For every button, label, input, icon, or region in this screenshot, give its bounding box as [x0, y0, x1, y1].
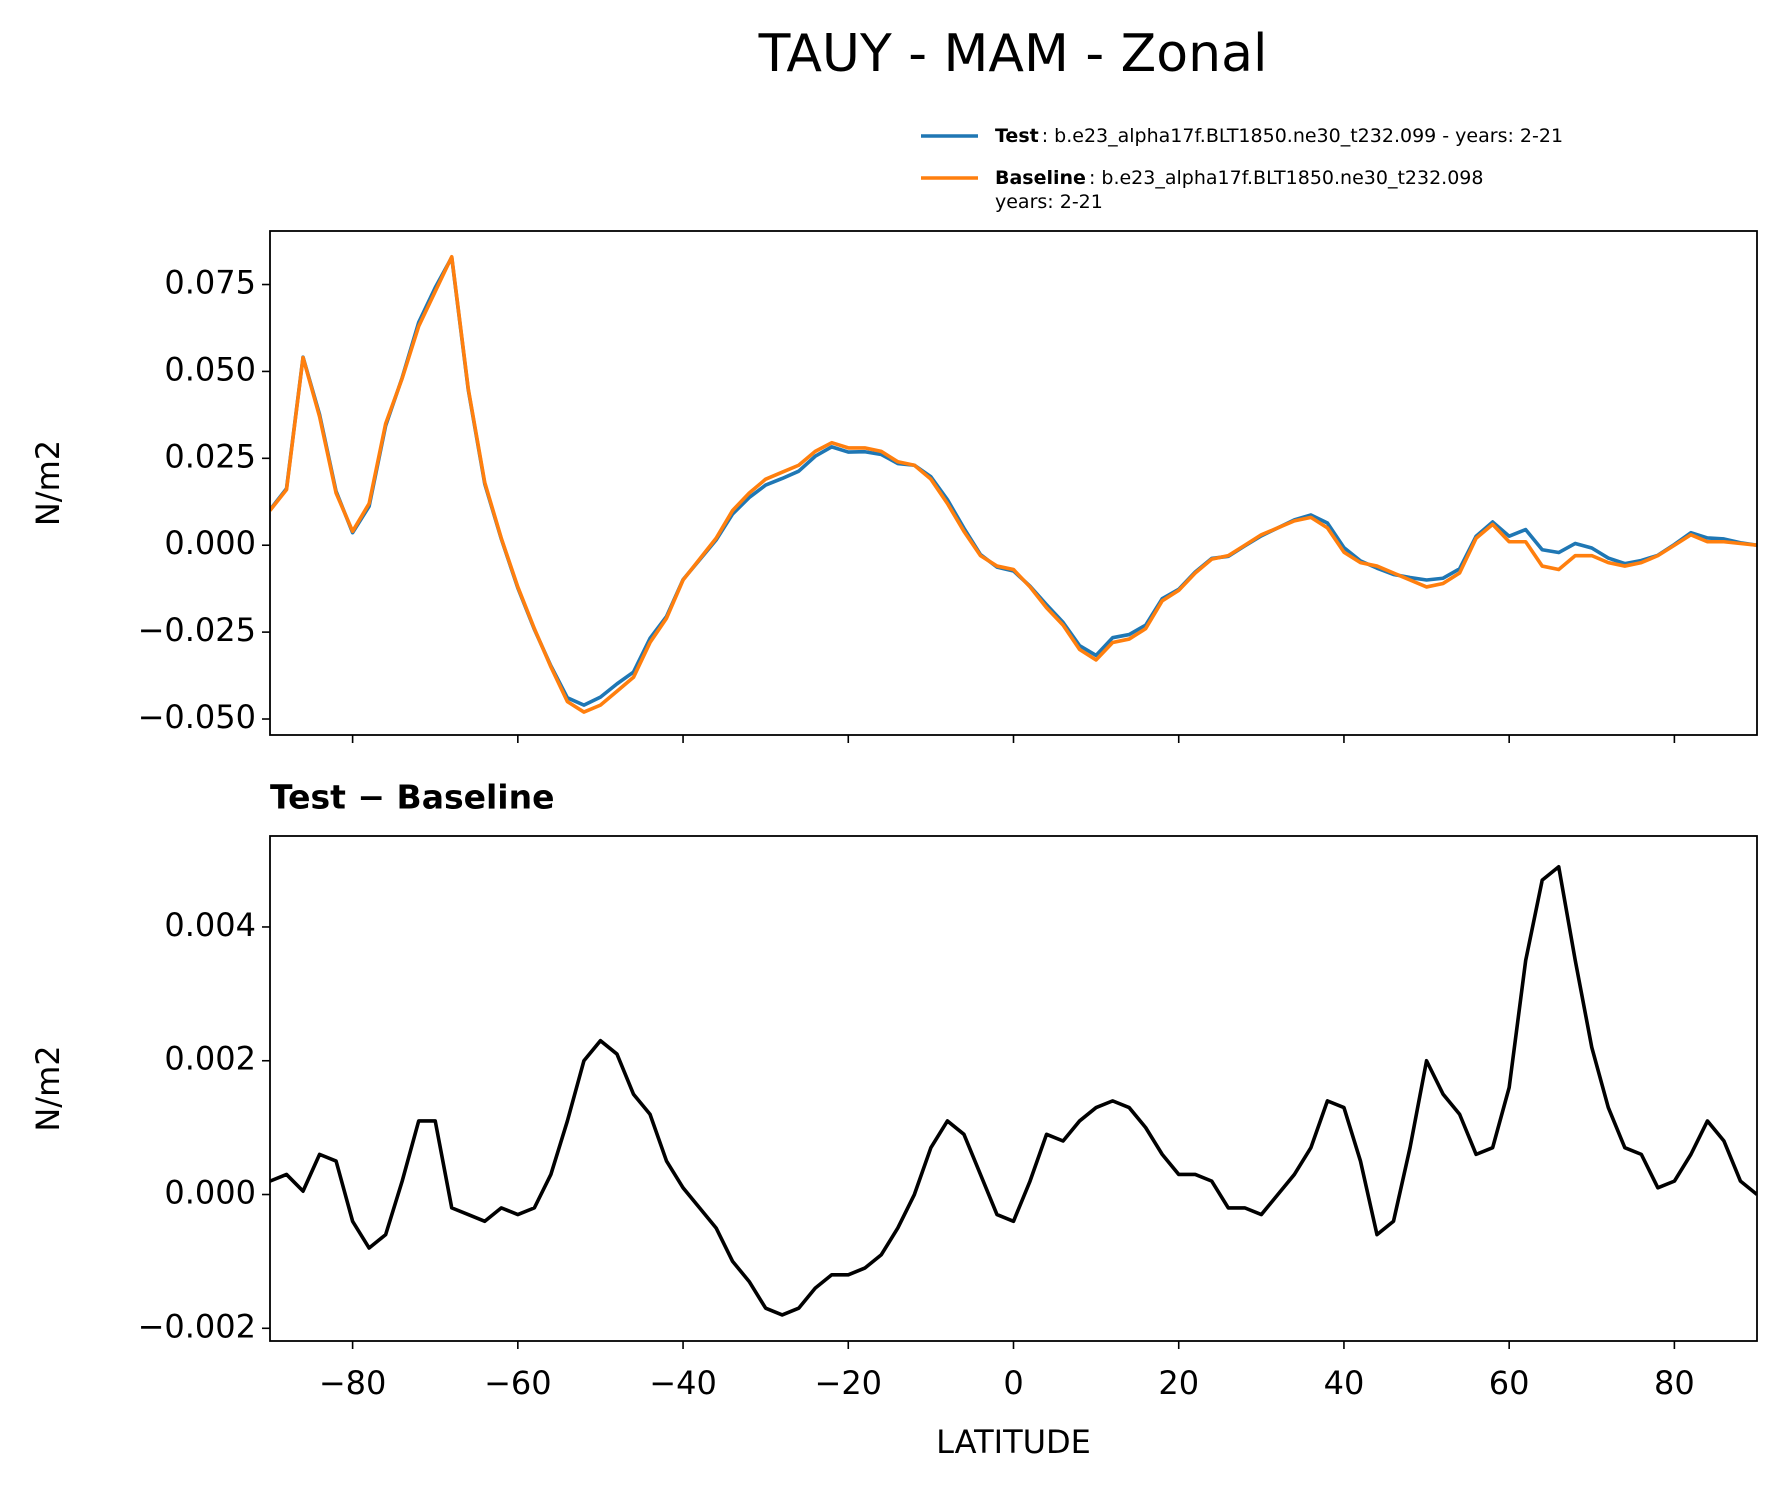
y-tick-label: −0.050: [138, 698, 256, 736]
y-tick-label: 0.050: [164, 350, 256, 388]
axes-frame: [269, 230, 1758, 736]
x-tick-label: 60: [1489, 1364, 1530, 1402]
series-line: [270, 254, 1757, 714]
x-tick-label: −80: [319, 1364, 387, 1402]
legend-label: Baseline: b.e23_alpha17f.BLT1850.ne30_t2…: [995, 167, 1483, 213]
legend-label: Test: b.e23_alpha17f.BLT1850.ne30_t232.0…: [995, 125, 1563, 147]
x-axis-label: LATITUDE: [936, 1423, 1091, 1461]
x-tick-label: 20: [1158, 1364, 1199, 1402]
x-tick-label: −20: [815, 1364, 883, 1402]
legend-description: : b.e23_alpha17f.BLT1850.ne30_t232.099 -…: [1042, 125, 1563, 147]
subplot-title: Test − Baseline: [270, 778, 555, 817]
legend-description: : b.e23_alpha17f.BLT1850.ne30_t232.098: [1089, 167, 1484, 189]
y-tick-label: 0.000: [164, 1174, 256, 1212]
axes-frame: [269, 835, 1758, 1342]
legend-name: Baseline: [995, 167, 1086, 189]
figure-title: TAUY - MAM - Zonal: [758, 24, 1268, 84]
x-tick-label: 40: [1324, 1364, 1365, 1402]
x-tick-label: −60: [484, 1364, 552, 1402]
legend-description: years: 2-21: [995, 191, 1103, 213]
x-tick-label: 0: [1003, 1364, 1023, 1402]
y-axis-label: N/m2: [29, 440, 67, 526]
y-tick-label: 0.075: [164, 264, 256, 302]
y-tick-label: 0.004: [164, 906, 256, 944]
y-tick-label: 0.002: [164, 1040, 256, 1078]
series-line: [270, 864, 1757, 1317]
y-tick-label: −0.002: [138, 1307, 256, 1345]
x-tick-label: 80: [1654, 1364, 1695, 1402]
y-tick-label: −0.025: [138, 611, 256, 649]
y-tick-label: 0.000: [164, 524, 256, 562]
legend-name: Test: [995, 125, 1039, 147]
y-axis-label: N/m2: [29, 1045, 67, 1131]
x-tick-label: −40: [649, 1364, 717, 1402]
y-tick-label: 0.025: [164, 437, 256, 475]
